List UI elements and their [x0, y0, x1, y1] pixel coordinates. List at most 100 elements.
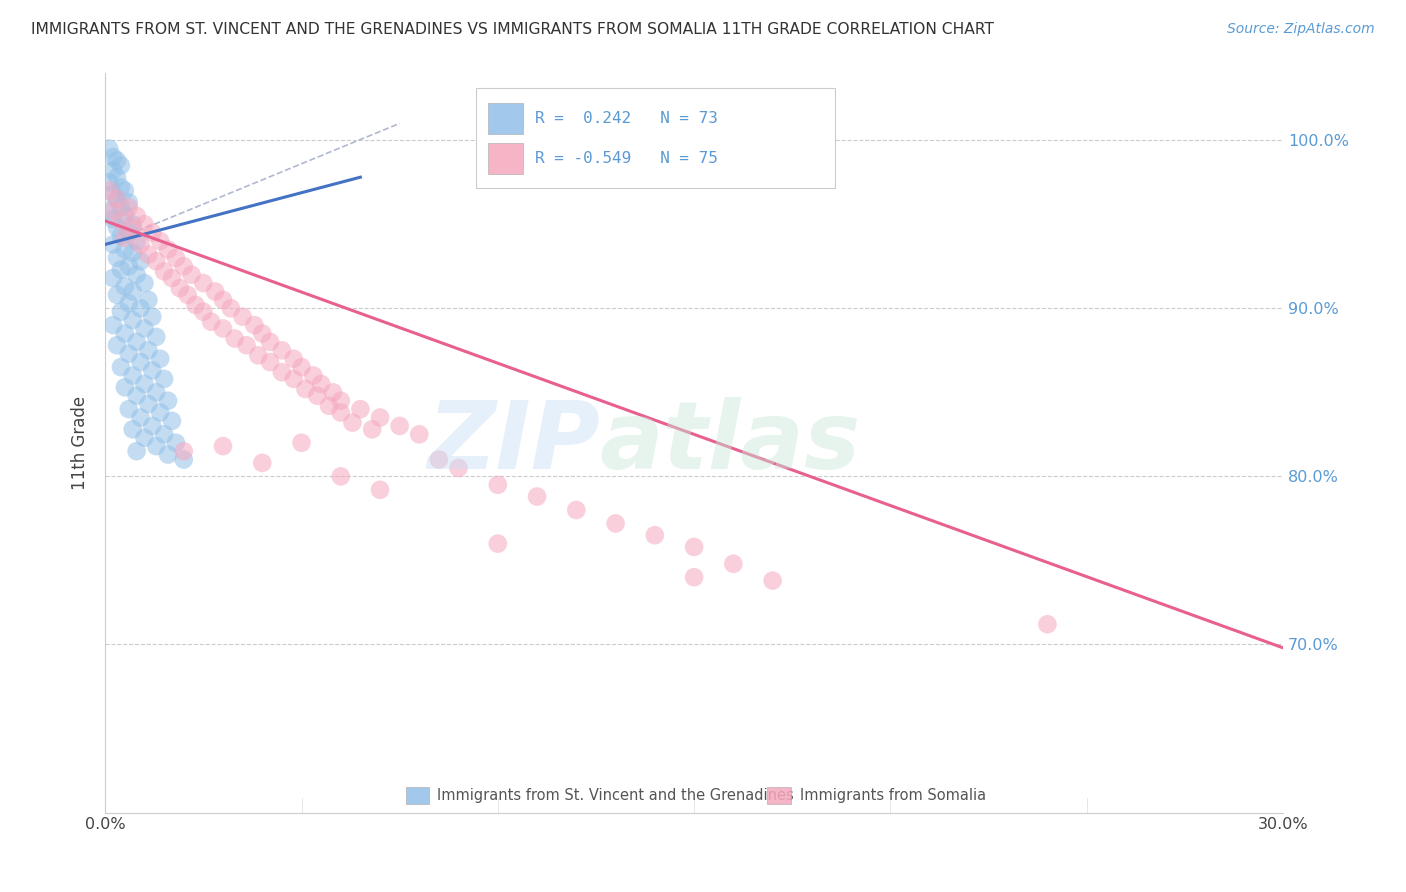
Point	[110, 158, 132, 172]
Point	[101, 271, 124, 285]
Point	[160, 271, 183, 285]
Point	[212, 439, 235, 453]
Point	[114, 380, 136, 394]
Point	[160, 414, 183, 428]
Point	[486, 536, 509, 550]
Point	[176, 288, 198, 302]
Point	[121, 245, 143, 260]
Point	[193, 276, 215, 290]
Point	[125, 234, 148, 248]
Point	[118, 296, 141, 310]
Point	[153, 264, 176, 278]
Point	[247, 348, 270, 362]
Point	[157, 393, 180, 408]
FancyBboxPatch shape	[488, 144, 523, 174]
Point	[361, 422, 384, 436]
Point	[105, 192, 128, 206]
Point	[114, 326, 136, 341]
Point	[204, 285, 226, 299]
Point	[173, 452, 195, 467]
Point	[98, 184, 121, 198]
FancyBboxPatch shape	[768, 788, 790, 804]
Point	[153, 427, 176, 442]
Point	[526, 490, 548, 504]
Point	[145, 385, 167, 400]
Point	[118, 260, 141, 274]
Text: Immigrants from Somalia: Immigrants from Somalia	[800, 788, 986, 803]
Point	[121, 422, 143, 436]
Text: R = -0.549   N = 75: R = -0.549 N = 75	[536, 152, 718, 166]
Point	[173, 444, 195, 458]
Point	[101, 237, 124, 252]
Point	[105, 338, 128, 352]
Point	[259, 334, 281, 349]
Point	[105, 192, 128, 206]
Point	[110, 180, 132, 194]
Point	[224, 332, 246, 346]
Point	[110, 214, 132, 228]
Point	[283, 351, 305, 366]
Point	[121, 313, 143, 327]
Point	[141, 310, 163, 324]
Point	[329, 405, 352, 419]
Point	[169, 281, 191, 295]
Point	[145, 254, 167, 268]
Point	[129, 410, 152, 425]
Point	[121, 220, 143, 235]
Point	[259, 355, 281, 369]
Point	[125, 209, 148, 223]
Point	[165, 435, 187, 450]
Text: Source: ZipAtlas.com: Source: ZipAtlas.com	[1227, 22, 1375, 37]
Point	[644, 528, 666, 542]
Point	[98, 142, 121, 156]
Point	[605, 516, 627, 531]
Point	[98, 175, 121, 189]
Point	[349, 402, 371, 417]
Point	[243, 318, 266, 332]
Point	[173, 260, 195, 274]
Point	[683, 570, 706, 584]
Point	[302, 368, 325, 383]
Point	[368, 483, 391, 497]
Point	[408, 427, 430, 442]
Point	[270, 343, 292, 358]
Point	[270, 365, 292, 379]
Point	[141, 419, 163, 434]
Point	[134, 376, 156, 391]
Point	[101, 163, 124, 178]
Point	[138, 293, 160, 307]
Point	[121, 285, 143, 299]
FancyBboxPatch shape	[477, 87, 835, 187]
Point	[232, 310, 254, 324]
Point	[318, 399, 340, 413]
Point	[149, 234, 172, 248]
Point	[121, 368, 143, 383]
Point	[307, 389, 329, 403]
Point	[329, 393, 352, 408]
Point	[200, 315, 222, 329]
Point	[309, 376, 332, 391]
Point	[149, 351, 172, 366]
Point	[118, 226, 141, 240]
Point	[101, 150, 124, 164]
Point	[157, 448, 180, 462]
Point	[125, 334, 148, 349]
Point	[134, 276, 156, 290]
Point	[342, 416, 364, 430]
Point	[184, 298, 207, 312]
Point	[322, 385, 344, 400]
Text: Immigrants from St. Vincent and the Grenadines: Immigrants from St. Vincent and the Gren…	[437, 788, 794, 803]
Point	[723, 557, 745, 571]
Point	[121, 217, 143, 231]
Point	[125, 268, 148, 282]
FancyBboxPatch shape	[488, 103, 523, 135]
Point	[762, 574, 785, 588]
Point	[486, 477, 509, 491]
Text: ZIP: ZIP	[427, 397, 600, 489]
Point	[141, 363, 163, 377]
Point	[114, 184, 136, 198]
Point	[145, 330, 167, 344]
Point	[180, 268, 202, 282]
Point	[101, 186, 124, 201]
Point	[252, 456, 274, 470]
